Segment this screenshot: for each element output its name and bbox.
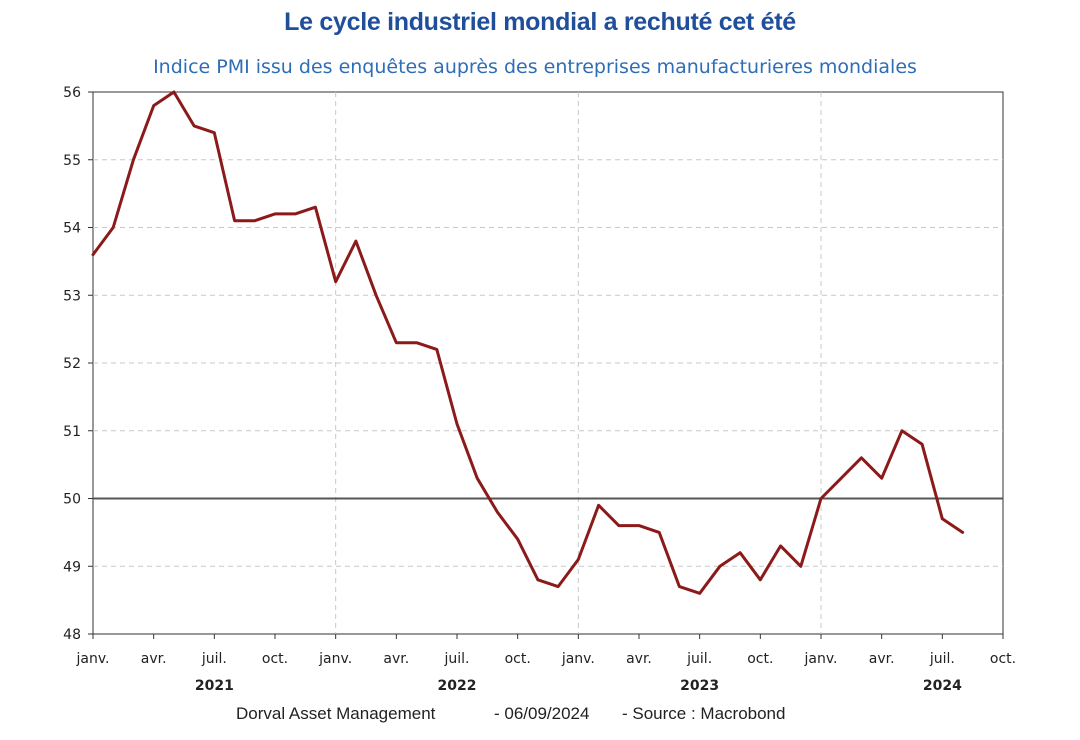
data-point [678, 585, 681, 588]
x-tick-label: janv. [804, 651, 838, 667]
data-point [253, 219, 256, 222]
series-line-pmi [91, 90, 965, 595]
footer-author: Dorval Asset Management [236, 704, 436, 723]
data-point [516, 537, 519, 541]
data-point [860, 456, 863, 460]
chart-footer: Dorval Asset Management - 06/09/2024 - S… [0, 704, 1080, 728]
x-year-label: 2024 [923, 678, 962, 694]
data-point [536, 578, 540, 581]
x-year-label: 2023 [680, 678, 719, 694]
x-tick-label: oct. [262, 651, 288, 667]
line-chart: 48 49 50 51 52 53 54 55 56 janv. avr. juil. oct. janv… [63, 85, 1016, 694]
data-point [273, 212, 277, 216]
data-point [334, 280, 337, 283]
data-point [294, 212, 297, 216]
data-point [941, 517, 944, 521]
data-point [476, 476, 479, 480]
x-year-label: 2022 [438, 678, 477, 694]
data-point [637, 524, 641, 527]
chart-title: Le cycle industriel mondial a rechuté ce… [284, 8, 796, 36]
y-tick-label: 52 [63, 356, 81, 372]
data-point [698, 592, 701, 595]
data-point [354, 239, 358, 243]
data-point [738, 551, 742, 554]
data-point [819, 497, 823, 500]
data-point [314, 205, 317, 209]
x-tick-label: juil. [201, 651, 227, 667]
x-tick-label: avr. [383, 651, 409, 667]
x-tick-label: avr. [141, 651, 167, 667]
data-point [435, 348, 438, 351]
y-tick-label: 50 [63, 492, 81, 508]
data-point [880, 476, 883, 480]
data-point [597, 504, 600, 507]
x-tick-label: oct. [747, 651, 773, 667]
x-tick-label: janv. [561, 651, 595, 667]
data-point [192, 124, 196, 128]
y-tick-label: 48 [63, 627, 81, 643]
data-point [213, 131, 216, 134]
data-point [455, 422, 459, 426]
x-tick-label: juil. [686, 651, 712, 667]
data-point [577, 558, 580, 561]
data-point [374, 294, 378, 297]
data-point [91, 253, 95, 256]
data-point [840, 476, 843, 480]
x-tick-label: janv. [76, 651, 110, 667]
x-tick-label: avr. [626, 651, 652, 667]
data-point [395, 341, 398, 344]
y-tick-label: 54 [63, 221, 81, 237]
data-point [799, 565, 802, 568]
data-point [172, 90, 176, 94]
y-tick-label: 53 [63, 288, 81, 304]
data-point [112, 226, 115, 229]
x-tick-label: avr. [869, 651, 895, 667]
y-tick-label: 51 [63, 424, 81, 440]
data-point [617, 524, 620, 527]
data-point [496, 510, 499, 514]
y-tick-label: 56 [63, 85, 81, 101]
x-tick-label: oct. [990, 651, 1016, 667]
data-point [132, 158, 135, 161]
data-point [718, 565, 722, 568]
footer-source: - Source : Macrobond [622, 704, 786, 723]
data-point [961, 531, 964, 534]
x-tick-label: juil. [929, 651, 955, 667]
x-tick-label: janv. [318, 651, 352, 667]
data-point [900, 429, 904, 432]
data-point [415, 341, 418, 344]
x-year-label: 2021 [195, 678, 234, 694]
data-point [152, 104, 155, 107]
data-point [759, 578, 762, 581]
data-point [779, 544, 782, 548]
y-tick-label: 55 [63, 153, 81, 169]
chart-subtitle: Indice PMI issu des enquêtes auprès des … [153, 56, 917, 78]
footer-date: - 06/09/2024 [494, 704, 590, 723]
y-tick-label: 49 [63, 559, 81, 575]
data-point [233, 219, 236, 222]
x-tick-label: juil. [444, 651, 470, 667]
data-point [556, 585, 560, 588]
x-tick-label: oct. [505, 651, 531, 667]
data-point [920, 443, 924, 446]
data-point [658, 531, 661, 534]
